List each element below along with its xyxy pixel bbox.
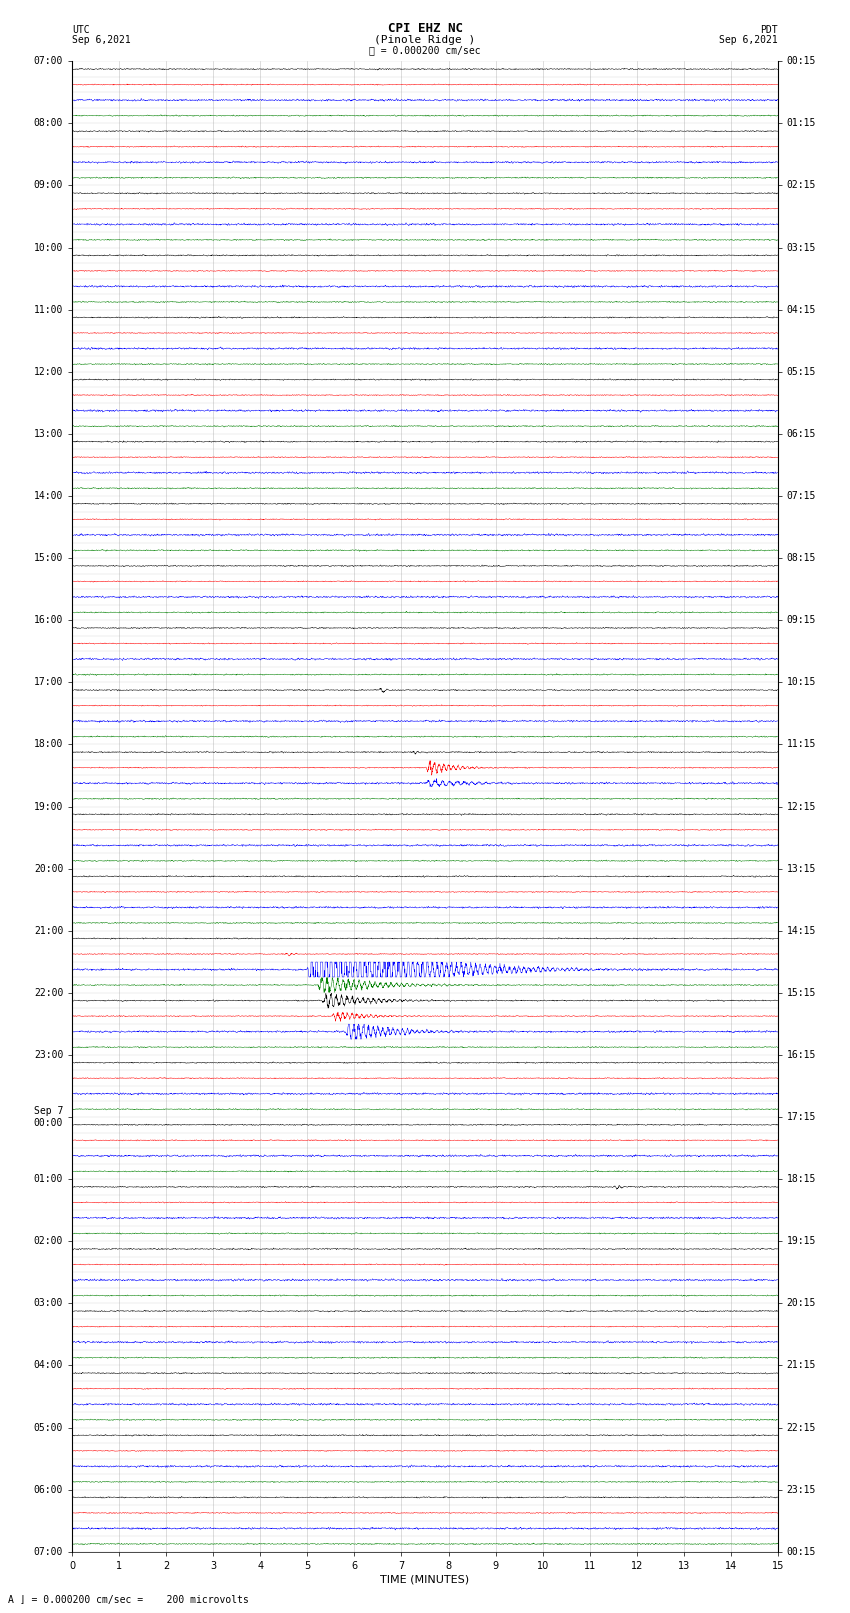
Text: Sep 6,2021: Sep 6,2021 (72, 35, 131, 45)
Text: (Pinole Ridge ): (Pinole Ridge ) (374, 35, 476, 45)
Text: UTC: UTC (72, 26, 90, 35)
Text: PDT: PDT (760, 26, 778, 35)
X-axis label: TIME (MINUTES): TIME (MINUTES) (381, 1574, 469, 1586)
Text: Sep 6,2021: Sep 6,2021 (719, 35, 778, 45)
Text: A ⌋ = 0.000200 cm/sec =    200 microvolts: A ⌋ = 0.000200 cm/sec = 200 microvolts (8, 1595, 249, 1605)
Text: CPI EHZ NC: CPI EHZ NC (388, 23, 462, 35)
Text: ⎹ = 0.000200 cm/sec: ⎹ = 0.000200 cm/sec (369, 45, 481, 55)
